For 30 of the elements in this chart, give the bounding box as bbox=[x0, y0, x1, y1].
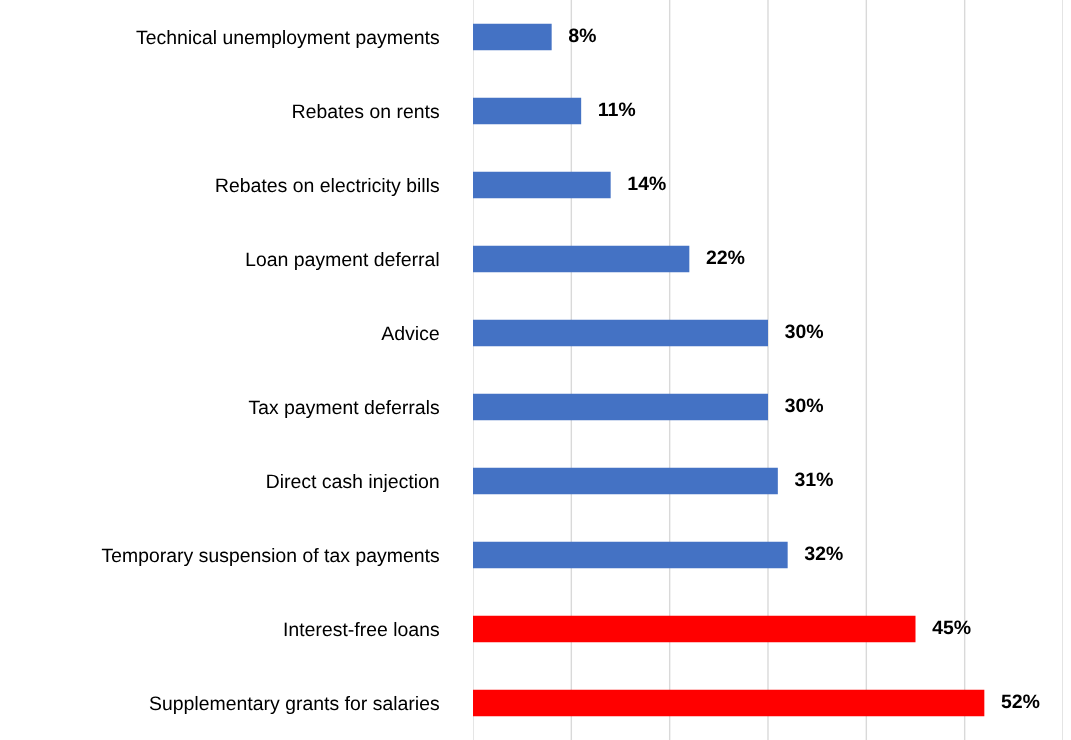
data-label: 52% bbox=[1001, 694, 1040, 709]
y-tick-label: Supplementary grants for salaries bbox=[149, 695, 439, 715]
data-label: 22% bbox=[706, 250, 745, 265]
data-label: 11% bbox=[599, 102, 636, 117]
y-tick-label: Tax payment deferrals bbox=[248, 399, 439, 419]
data-label: 32% bbox=[804, 546, 843, 561]
bar bbox=[473, 615, 916, 643]
data-label: 8% bbox=[568, 28, 596, 43]
y-tick-label: Rebates on rents bbox=[293, 103, 439, 119]
bar bbox=[473, 541, 788, 569]
y-tick-label: Temporary suspension of tax payments bbox=[101, 547, 439, 567]
bar bbox=[473, 467, 778, 495]
data-label: 14% bbox=[628, 176, 666, 191]
y-tick-label: Rebates on electricity bills bbox=[216, 177, 439, 197]
data-label: 30% bbox=[785, 398, 824, 413]
y-tick-label: Technical unemployment payments bbox=[136, 29, 439, 49]
y-tick-label: Advice bbox=[381, 325, 439, 341]
bar bbox=[473, 393, 768, 421]
bar bbox=[473, 23, 552, 51]
y-tick-label: Interest-free loans bbox=[284, 621, 439, 637]
data-label: 45% bbox=[932, 620, 971, 635]
bar bbox=[473, 171, 611, 199]
data-label: 30% bbox=[785, 324, 824, 339]
bar bbox=[473, 689, 985, 717]
bar bbox=[473, 97, 582, 125]
bar bbox=[473, 319, 768, 347]
bar bbox=[473, 245, 690, 273]
data-label: 31% bbox=[794, 472, 833, 487]
y-tick-label: Direct cash injection bbox=[267, 473, 439, 493]
y-tick-label: Loan payment deferral bbox=[246, 251, 439, 271]
